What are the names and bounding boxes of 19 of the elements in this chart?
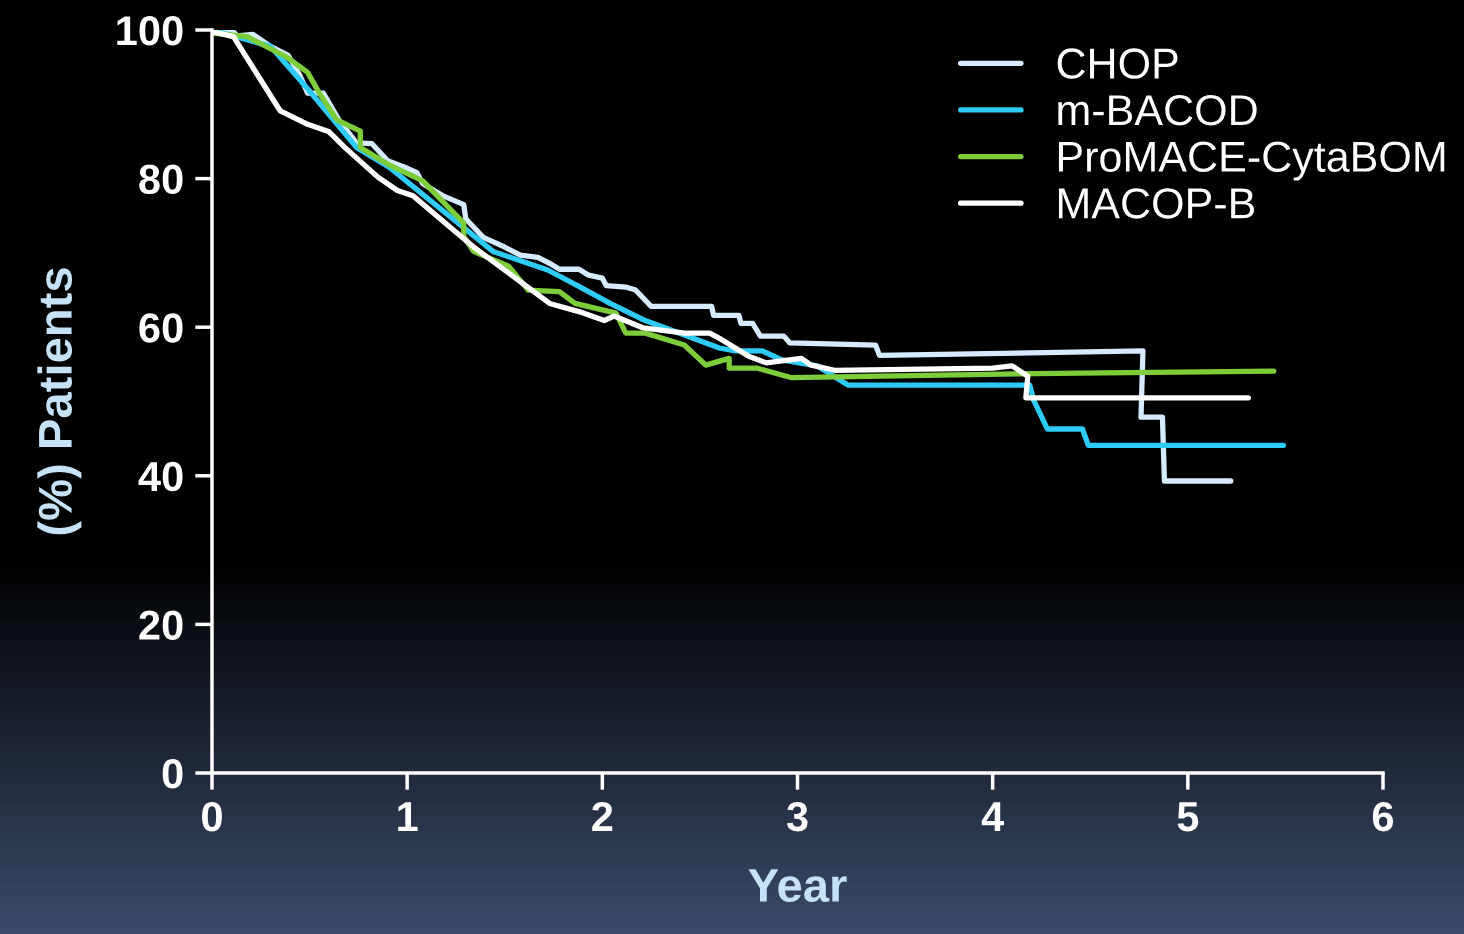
x-tick-label: 4	[981, 802, 1005, 831]
x-tick-label: 6	[1372, 801, 1394, 832]
legend-label: ProMACE-CytaBOM	[1058, 141, 1445, 181]
x-axis-title: Year	[748, 869, 847, 903]
y-tick-label: 40	[138, 461, 183, 492]
legend-label: CHOP	[1057, 48, 1178, 79]
y-tick-label: 80	[139, 164, 183, 195]
y-tick-label: 20	[139, 610, 183, 640]
x-tick-label: 0	[202, 801, 222, 832]
x-tick-label: 3	[786, 801, 808, 832]
y-tick-label: 100	[117, 16, 183, 46]
y-tick-label: 0	[162, 759, 183, 789]
x-tick-label: 2	[592, 801, 613, 831]
legend-label: MACOP-B	[1058, 188, 1255, 219]
y-tick-label: 60	[139, 313, 183, 343]
x-tick-label: 1	[398, 802, 418, 831]
y-axis-title: (%) Patients	[37, 268, 82, 535]
legend-label: m-BACOD	[1058, 94, 1257, 126]
x-tick-label: 5	[1177, 802, 1199, 832]
